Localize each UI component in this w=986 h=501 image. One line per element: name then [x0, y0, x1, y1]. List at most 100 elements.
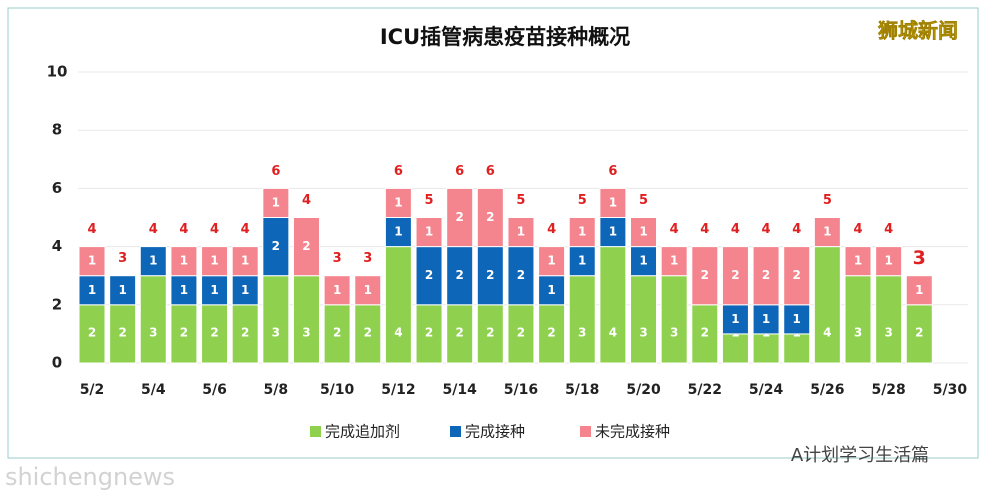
- bar-segment: [844, 275, 872, 364]
- segment-label: 2: [88, 326, 96, 340]
- x-tick-label: 5/26: [810, 382, 844, 398]
- segment-label: 2: [793, 268, 801, 282]
- total-label: 5: [425, 193, 434, 208]
- y-tick-label: 6: [52, 179, 62, 197]
- x-tick-label: 5/6: [202, 382, 227, 398]
- bar-segment: [446, 187, 474, 248]
- bar-segment: [78, 246, 106, 277]
- segment-label: 3: [578, 326, 586, 340]
- segment-label: 1: [210, 254, 218, 268]
- segment-label: 2: [333, 326, 341, 340]
- bar-segment: [231, 275, 259, 306]
- total-label: 3: [913, 247, 926, 269]
- x-tick-label: 5/10: [320, 382, 355, 398]
- bar-segment: [292, 217, 320, 277]
- segment-label: 1: [394, 225, 402, 239]
- total-label: 4: [792, 222, 801, 237]
- x-tick-label: 5/20: [626, 382, 661, 398]
- total-label: 4: [179, 222, 188, 237]
- segment-label: 1: [547, 283, 555, 297]
- bar-segment: [262, 275, 290, 364]
- bar-segment: [170, 246, 198, 277]
- bar-segment: [139, 246, 167, 277]
- segment-label: 4: [609, 326, 617, 340]
- x-tick-label: 5/16: [504, 382, 538, 398]
- bar-segment: [538, 304, 566, 364]
- watermark: A计划学习生活篇: [791, 445, 929, 466]
- bar-segment: [844, 246, 872, 277]
- segment-label: 2: [364, 326, 372, 340]
- x-tick-label: 5/8: [264, 382, 289, 398]
- segment-label: 1: [180, 254, 188, 268]
- bar-segment: [905, 275, 933, 306]
- bar-segment: [568, 275, 596, 364]
- bar-segment: [599, 187, 627, 218]
- total-label: 6: [394, 164, 403, 179]
- segment-label: 2: [701, 268, 709, 282]
- bar-segment: [476, 187, 504, 248]
- segment-label: 1: [180, 283, 188, 297]
- bar-segment: [507, 304, 535, 364]
- total-label: 4: [700, 222, 709, 237]
- segment-label: 1: [394, 195, 402, 209]
- bar-segment: [476, 246, 504, 306]
- watermark: shichengnews: [5, 463, 175, 491]
- bar-segment: [109, 275, 137, 306]
- segment-label: 1: [547, 254, 555, 268]
- segment-label: 1: [517, 225, 525, 239]
- segment-label: 2: [425, 268, 433, 282]
- bar-segment: [476, 304, 504, 364]
- segment-label: 1: [578, 225, 586, 239]
- segment-label: 2: [517, 326, 525, 340]
- total-label: 3: [363, 251, 372, 266]
- segment-label: 2: [241, 326, 249, 340]
- segment-label: 1: [333, 283, 341, 297]
- total-label: 4: [547, 222, 556, 237]
- segment-label: 1: [762, 312, 770, 326]
- bar-segment: [446, 304, 474, 364]
- bar-segment: [415, 304, 443, 364]
- bar-segment: [660, 275, 688, 364]
- total-label: 4: [853, 222, 862, 237]
- segment-label: 1: [88, 254, 96, 268]
- y-tick-label: 4: [52, 237, 62, 255]
- bar-segment: [292, 275, 320, 364]
- segment-label: 2: [486, 326, 494, 340]
- bar-segment: [813, 217, 841, 248]
- total-label: 4: [731, 222, 740, 237]
- bar-segment: [262, 217, 290, 277]
- segment-label: 2: [701, 326, 709, 340]
- total-label: 6: [608, 164, 617, 179]
- x-tick-label: 5/12: [381, 382, 415, 398]
- bar-segment: [752, 246, 780, 306]
- segment-label: 1: [609, 225, 617, 239]
- segment-label: 1: [670, 254, 678, 268]
- segment-label: 2: [486, 210, 494, 224]
- x-tick-label: 5/24: [749, 382, 784, 398]
- bar-segment: [599, 246, 627, 364]
- segment-label: 2: [547, 326, 555, 340]
- total-label: 4: [670, 222, 679, 237]
- bar-segment: [170, 275, 198, 306]
- total-label: 3: [333, 251, 342, 266]
- segment-label: 1: [731, 312, 739, 326]
- x-tick-label: 5/18: [565, 382, 599, 398]
- bar-segment: [354, 275, 382, 306]
- segment-label: 1: [609, 195, 617, 209]
- bar-segment: [691, 304, 719, 364]
- legend-label: 未完成接种: [595, 423, 670, 441]
- bar-segment: [875, 246, 903, 277]
- segment-label: 2: [456, 210, 464, 224]
- x-tick-label: 5/4: [141, 382, 166, 398]
- bar-segment: [721, 304, 749, 335]
- total-label: 5: [516, 193, 525, 208]
- bar-segment: [78, 275, 106, 306]
- segment-label: 3: [302, 326, 310, 340]
- watermark: 狮城新闻: [878, 19, 958, 43]
- total-label: 3: [118, 251, 127, 266]
- bar-segment: [630, 275, 658, 364]
- segment-label: 1: [210, 283, 218, 297]
- segment-label: 2: [731, 268, 739, 282]
- bar-segment: [691, 246, 719, 306]
- bar-segment: [231, 246, 259, 277]
